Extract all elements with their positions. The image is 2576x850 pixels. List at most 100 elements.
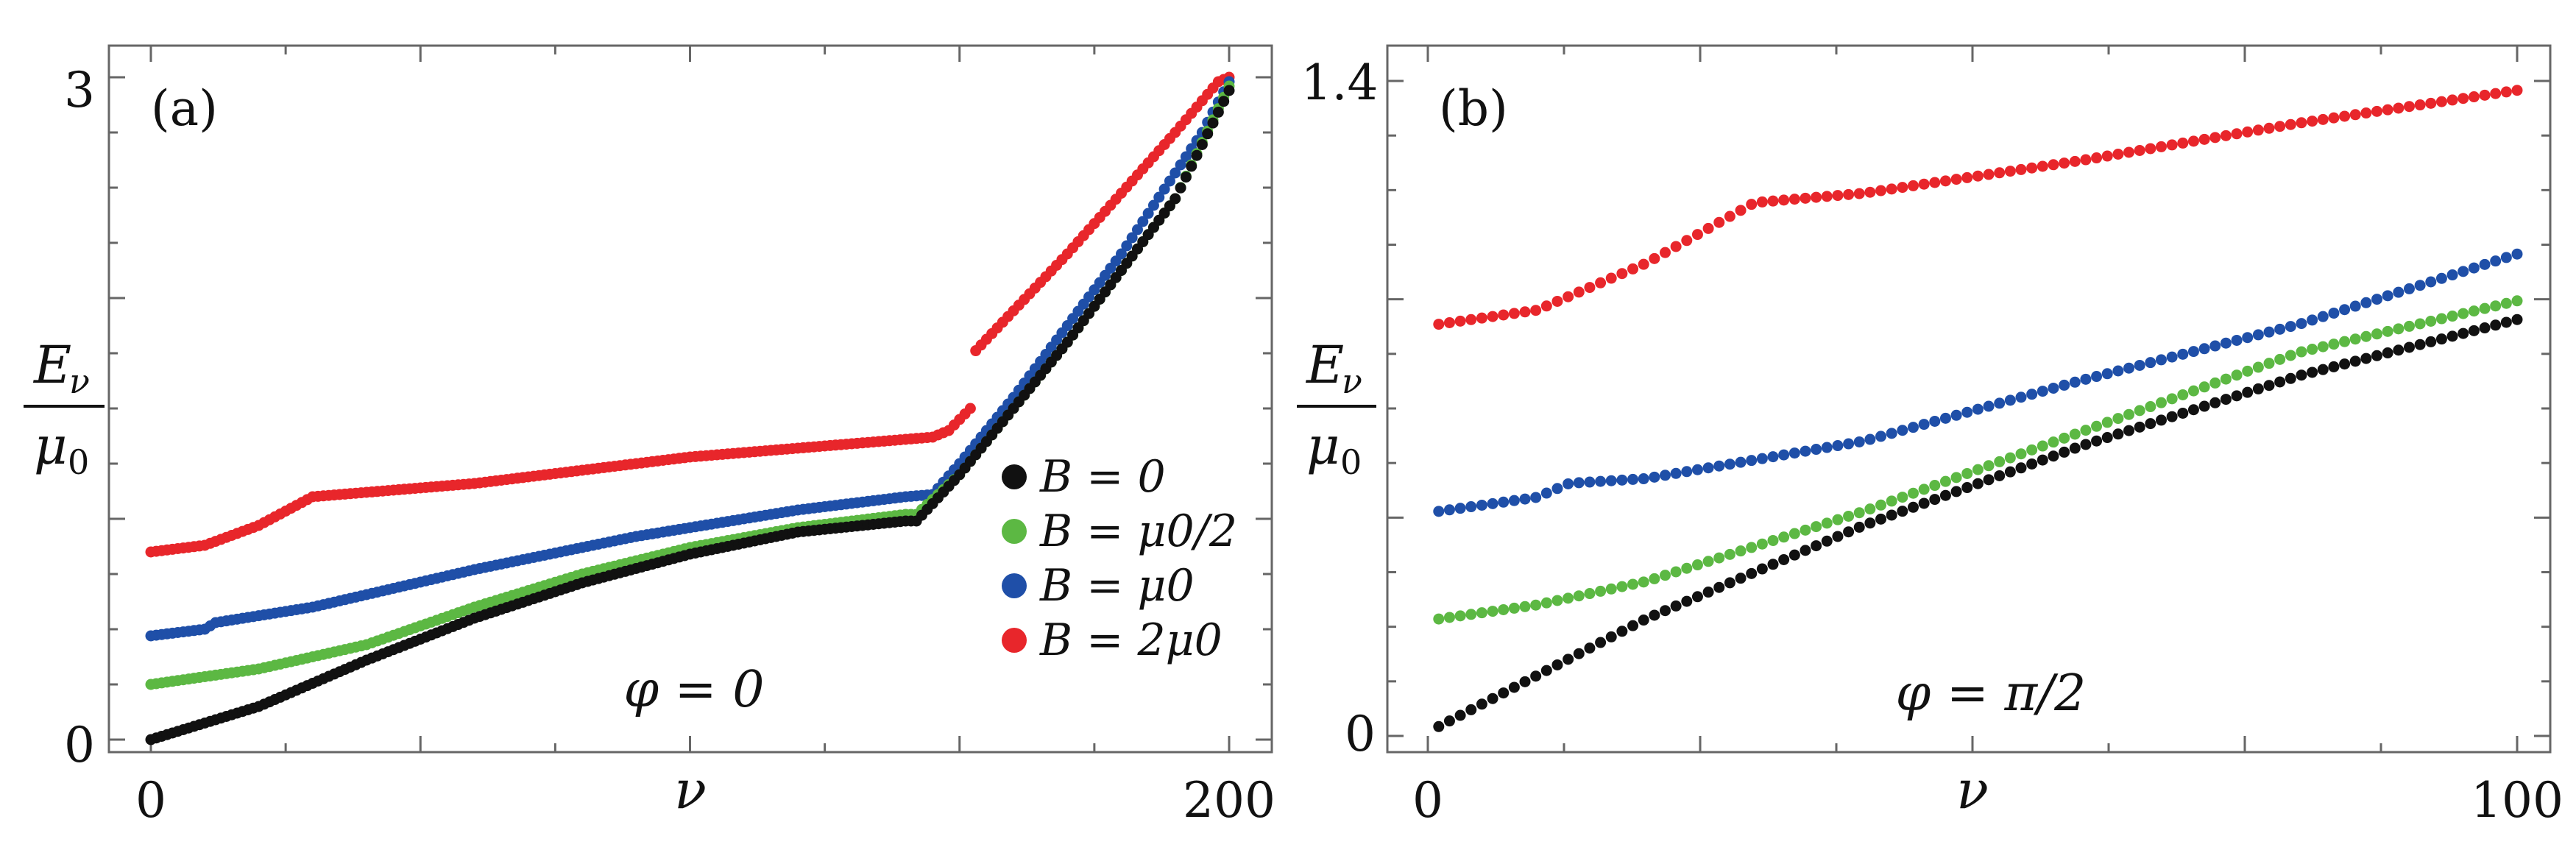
data-point	[1691, 559, 1703, 571]
data-point	[1638, 258, 1649, 270]
data-point	[1897, 506, 1908, 517]
data-point	[2371, 105, 2383, 117]
data-point	[2134, 421, 2145, 433]
data-point	[2015, 462, 2027, 474]
data-point	[2468, 325, 2480, 336]
data-point	[1939, 489, 1951, 501]
data-point	[1843, 510, 1855, 522]
data-point	[1875, 185, 1887, 196]
data-point	[2339, 336, 2351, 347]
data-point	[1929, 177, 1941, 188]
data-point	[1616, 626, 1628, 637]
data-point	[1994, 397, 2006, 409]
data-point	[1153, 191, 1165, 203]
data-point	[2004, 166, 2016, 177]
data-point	[1443, 715, 1455, 727]
data-point	[1670, 467, 1682, 479]
data-point	[1170, 167, 1181, 179]
data-point	[1508, 308, 1520, 319]
data-point	[2198, 133, 2210, 145]
data-point	[1821, 517, 1833, 529]
data-point	[2328, 361, 2340, 372]
data-point	[2349, 109, 2361, 121]
data-point	[1540, 487, 1552, 499]
data-point	[1983, 400, 1995, 412]
data-point	[2263, 326, 2275, 338]
data-point	[2123, 408, 2135, 420]
legend-label: B = 2μ0	[1039, 615, 1222, 666]
data-point	[2274, 353, 2286, 365]
data-point	[2274, 323, 2286, 335]
data-point	[2479, 302, 2491, 314]
data-point	[1972, 478, 1984, 489]
panel-b-ytick-0: 0	[1345, 706, 1376, 762]
data-point	[2490, 300, 2502, 312]
data-point	[2446, 311, 2458, 322]
data-point	[2037, 160, 2048, 172]
series-b-0	[145, 85, 1235, 745]
data-point	[1551, 295, 1563, 307]
data-point	[2360, 330, 2372, 342]
data-point	[1465, 314, 1477, 325]
data-point	[1983, 460, 1995, 472]
data-point	[2435, 96, 2447, 107]
legend-label: B = μ0	[1039, 560, 1195, 612]
data-point	[1573, 590, 1585, 602]
data-point	[1223, 85, 1235, 96]
data-point	[2242, 386, 2254, 398]
panel-a-ylabel-0: 0	[68, 442, 89, 482]
data-point	[2048, 159, 2059, 171]
data-point	[1202, 128, 1214, 140]
data-point	[1918, 419, 1930, 431]
data-point	[2307, 344, 2318, 355]
data-point	[2414, 99, 2426, 111]
data-point	[2069, 155, 2081, 167]
data-point	[1595, 475, 1607, 487]
data-point	[2435, 313, 2447, 325]
data-point	[1670, 566, 1682, 578]
data-point	[2393, 323, 2405, 335]
data-point	[1950, 486, 1962, 497]
data-point	[1605, 272, 1617, 284]
data-point	[2458, 266, 2469, 277]
data-point	[964, 403, 976, 414]
data-point	[1540, 665, 1552, 676]
data-point	[1886, 428, 1897, 439]
data-point	[2393, 286, 2405, 298]
data-point	[1563, 592, 1574, 604]
data-point	[1929, 494, 1941, 506]
data-point	[1864, 433, 1876, 445]
data-point	[1530, 305, 1542, 316]
data-point	[1649, 471, 1660, 483]
data-point	[1627, 578, 1639, 590]
data-point	[1649, 609, 1660, 621]
data-point	[1864, 503, 1876, 515]
data-point	[2155, 397, 2167, 408]
panel-a-xtick-0: 0	[135, 772, 166, 829]
data-point	[2296, 346, 2307, 358]
data-point	[1487, 497, 1498, 509]
data-point	[1897, 182, 1908, 194]
data-point	[1519, 493, 1531, 505]
panel-a-ytick-3: 3	[64, 62, 95, 118]
data-point	[2091, 420, 2103, 432]
data-point	[1961, 467, 1973, 479]
data-point	[2371, 294, 2383, 305]
data-point	[1735, 456, 1747, 468]
data-point	[2080, 154, 2092, 166]
data-point	[1551, 659, 1563, 670]
data-point	[2134, 359, 2145, 371]
data-point	[2123, 425, 2135, 436]
data-point	[2209, 397, 2221, 408]
panel-b-ylabel-0: 0	[1340, 442, 1362, 482]
data-point	[1476, 698, 1487, 710]
data-point	[2080, 439, 2092, 450]
data-point	[2317, 364, 2329, 375]
data-point	[1788, 194, 1800, 205]
data-point	[2403, 341, 2415, 353]
data-point	[2112, 365, 2124, 377]
data-point	[1972, 464, 1984, 475]
data-point	[1616, 474, 1628, 486]
legend-marker	[1002, 628, 1027, 653]
